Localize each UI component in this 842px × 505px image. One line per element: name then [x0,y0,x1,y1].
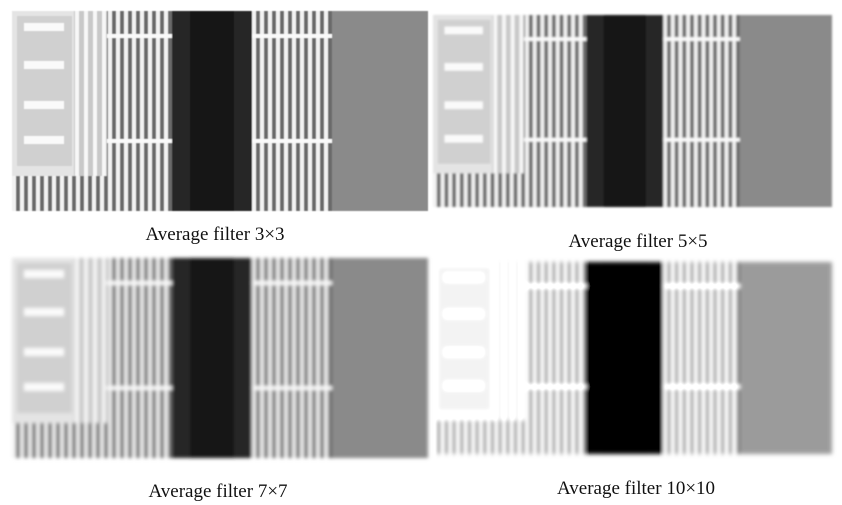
caption: Average filter 10×10 [557,478,715,499]
panel-image [433,262,832,454]
caption: Average filter 7×7 [148,481,287,502]
panel-image [12,258,428,458]
caption: Average filter 5×5 [568,231,707,252]
panel-image [12,11,428,211]
caption: Average filter 3×3 [145,224,284,245]
panel-image [433,15,832,207]
